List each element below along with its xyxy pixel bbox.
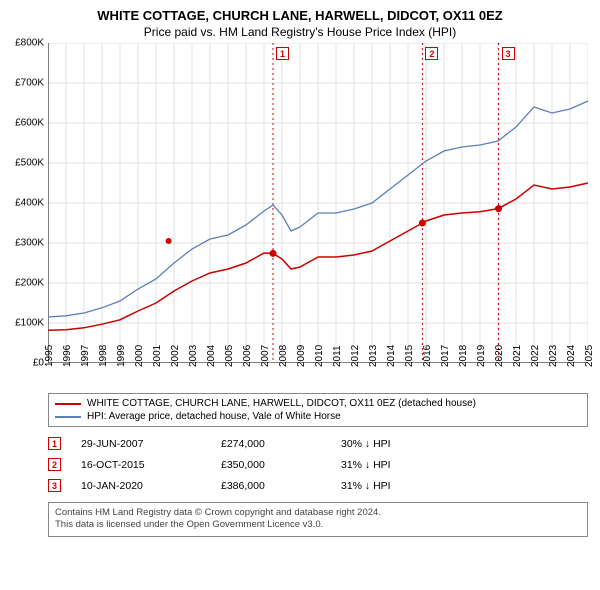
x-tick-label: 2024 [566,345,577,367]
sale-pct: 31% ↓ HPI [341,480,461,492]
title-block: WHITE COTTAGE, CHURCH LANE, HARWELL, DID… [0,0,600,43]
y-tick-label: £800K [15,38,44,49]
x-tick-label: 2006 [242,345,253,367]
x-tick-label: 2014 [386,345,397,367]
legend-label-hpi: HPI: Average price, detached house, Vale… [87,411,341,422]
y-tick-label: £100K [15,318,44,329]
legend-box: WHITE COTTAGE, CHURCH LANE, HARWELL, DID… [48,393,588,427]
chart-container: WHITE COTTAGE, CHURCH LANE, HARWELL, DID… [0,0,600,590]
sale-marker-2: 2 [48,458,61,471]
x-tick-label: 2010 [314,345,325,367]
sale-date: 29-JUN-2007 [81,438,221,450]
footer-line1: Contains HM Land Registry data © Crown c… [55,507,581,519]
sales-row: 2 16-OCT-2015 £350,000 31% ↓ HPI [48,454,588,475]
legend-swatch-property [55,403,81,405]
x-tick-label: 2008 [278,345,289,367]
x-tick-label: 2022 [530,345,541,367]
sale-price: £350,000 [221,459,341,471]
sale-price: £386,000 [221,480,341,492]
chart-sale-marker: 3 [502,47,515,60]
x-tick-label: 2004 [206,345,217,367]
y-tick-label: £200K [15,278,44,289]
chart-sale-marker: 1 [276,47,289,60]
x-tick-label: 1999 [116,345,127,367]
x-tick-label: 2012 [350,345,361,367]
footer-attribution: Contains HM Land Registry data © Crown c… [48,502,588,537]
y-tick-label: £300K [15,238,44,249]
x-tick-label: 2013 [368,345,379,367]
x-tick-label: 2018 [458,345,469,367]
x-tick-label: 2002 [170,345,181,367]
sales-row: 3 10-JAN-2020 £386,000 31% ↓ HPI [48,475,588,496]
chart-svg [48,43,588,363]
y-tick-label: £400K [15,198,44,209]
sale-pct: 31% ↓ HPI [341,459,461,471]
x-tick-label: 2011 [332,345,343,367]
sales-row: 1 29-JUN-2007 £274,000 30% ↓ HPI [48,433,588,454]
x-tick-label: 1998 [98,345,109,367]
x-tick-label: 1995 [44,345,55,367]
legend-row-property: WHITE COTTAGE, CHURCH LANE, HARWELL, DID… [55,397,581,410]
legend-row-hpi: HPI: Average price, detached house, Vale… [55,410,581,423]
x-tick-label: 2001 [152,345,163,367]
sale-pct: 30% ↓ HPI [341,438,461,450]
x-tick-label: 2020 [494,345,505,367]
legend-swatch-hpi [55,416,81,418]
x-tick-label: 1996 [62,345,73,367]
title-subtitle: Price paid vs. HM Land Registry's House … [10,25,590,39]
x-tick-label: 2015 [404,345,415,367]
x-tick-label: 2025 [584,345,595,367]
x-tick-label: 2023 [548,345,559,367]
x-tick-label: 2019 [476,345,487,367]
x-tick-label: 2021 [512,345,523,367]
sales-table: 1 29-JUN-2007 £274,000 30% ↓ HPI 2 16-OC… [48,433,588,496]
y-tick-label: £700K [15,78,44,89]
x-tick-label: 2007 [260,345,271,367]
y-tick-label: £0 [33,358,44,369]
sale-date: 16-OCT-2015 [81,459,221,471]
title-address: WHITE COTTAGE, CHURCH LANE, HARWELL, DID… [10,8,590,23]
x-tick-label: 2016 [422,345,433,367]
x-tick-label: 2003 [188,345,199,367]
sale-marker-3: 3 [48,479,61,492]
legend-label-property: WHITE COTTAGE, CHURCH LANE, HARWELL, DID… [87,398,476,409]
chart-plot-area: £0£100K£200K£300K£400K£500K£600K£700K£80… [48,43,588,363]
x-tick-label: 2009 [296,345,307,367]
x-tick-label: 2005 [224,345,235,367]
sale-marker-1: 1 [48,437,61,450]
y-tick-label: £500K [15,158,44,169]
sale-price: £274,000 [221,438,341,450]
x-tick-label: 1997 [80,345,91,367]
x-tick-label: 2017 [440,345,451,367]
y-tick-label: £600K [15,118,44,129]
x-tick-label: 2000 [134,345,145,367]
sale-date: 10-JAN-2020 [81,480,221,492]
footer-line2: This data is licensed under the Open Gov… [55,519,581,531]
chart-sale-marker: 2 [425,47,438,60]
